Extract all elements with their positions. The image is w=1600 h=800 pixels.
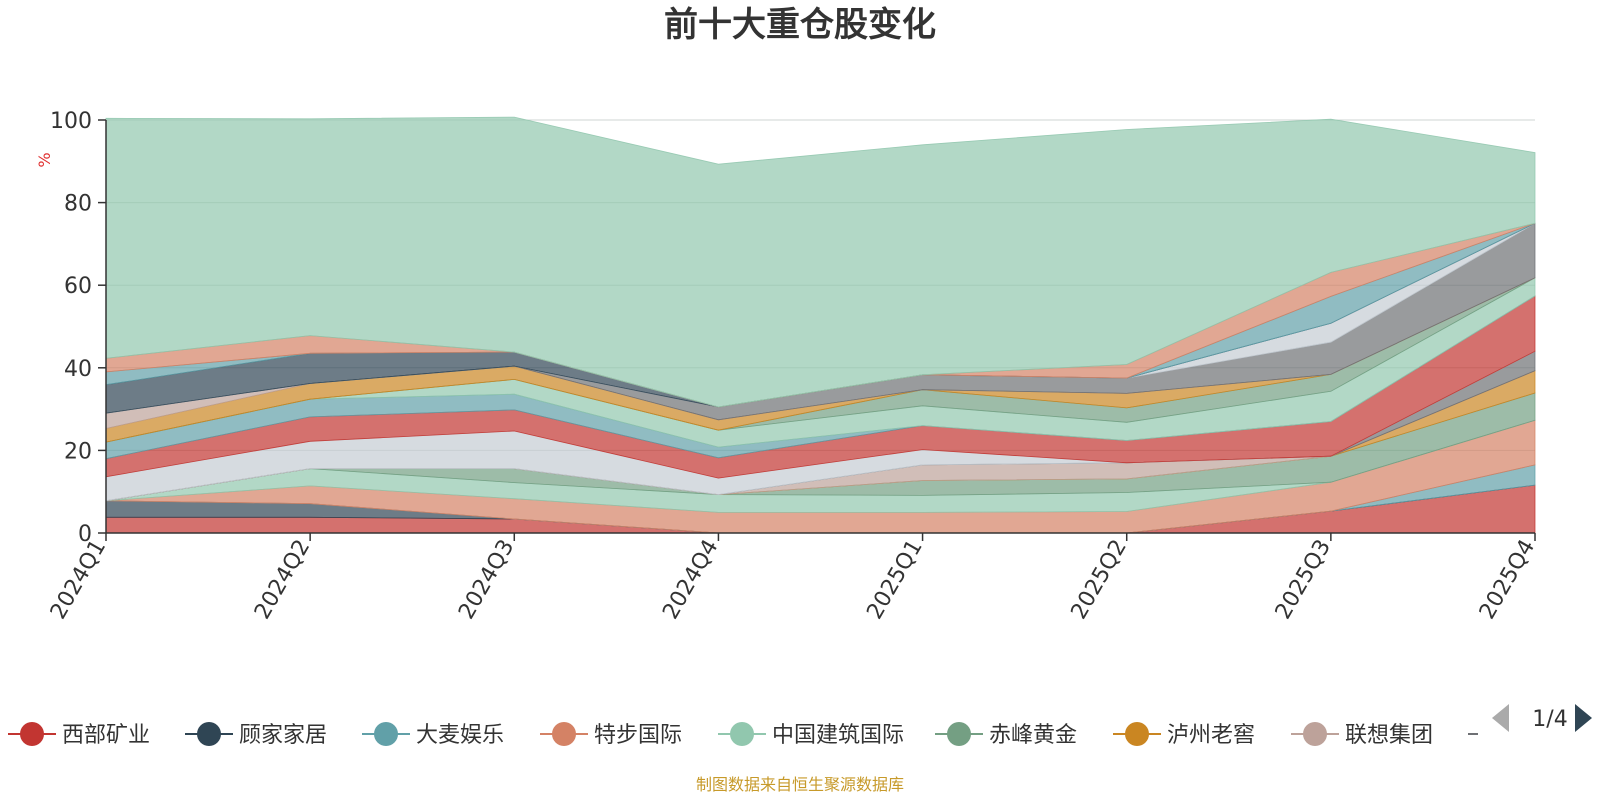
y-tick-label: 80 bbox=[64, 192, 92, 217]
x-tick-label: 2024Q4 bbox=[658, 536, 723, 624]
legend-next-page-icon[interactable] bbox=[1575, 704, 1592, 732]
x-tick-label: 2025Q4 bbox=[1475, 536, 1540, 624]
legend-item-泸州老窖[interactable]: 泸州老窖 bbox=[1113, 722, 1255, 748]
legend-circle-marker bbox=[1125, 722, 1149, 746]
x-tick-label: 2025Q3 bbox=[1271, 536, 1336, 624]
y-tick-label: 60 bbox=[64, 274, 92, 299]
legend-item-中国建筑国际[interactable]: 中国建筑国际 bbox=[718, 722, 904, 748]
y-tick-label: 100 bbox=[50, 109, 92, 134]
area-series-其他[interactable] bbox=[105, 116, 1536, 408]
legend-item-特步国际[interactable]: 特步国际 bbox=[540, 722, 682, 748]
legend-circle-marker bbox=[374, 722, 398, 746]
legend-label: 特步国际 bbox=[594, 723, 682, 748]
data-source-note: 制图数据来自恒生聚源数据库 bbox=[696, 775, 904, 794]
legend-page-indicator: 1/4 bbox=[1532, 707, 1567, 732]
legend-label: 中国建筑国际 bbox=[772, 723, 904, 748]
legend-label: 赤峰黄金 bbox=[989, 723, 1077, 748]
legend-label: 顾家家居 bbox=[239, 723, 327, 748]
y-tick-label: 40 bbox=[64, 357, 92, 382]
area-series-group bbox=[105, 116, 1536, 534]
legend-circle-marker bbox=[552, 722, 576, 746]
y-tick-label: 0 bbox=[78, 522, 92, 547]
legend-pager: 1/4 bbox=[1492, 704, 1592, 732]
x-tick-label: 2025Q1 bbox=[862, 536, 927, 624]
legend-prev-page-icon[interactable] bbox=[1492, 704, 1509, 732]
x-tick-label: 2025Q2 bbox=[1067, 536, 1132, 624]
x-tick-label: 2024Q2 bbox=[250, 536, 315, 624]
x-tick-label: 2024Q1 bbox=[46, 536, 111, 624]
legend-label: 泸州老窖 bbox=[1167, 723, 1255, 748]
legend-circle-marker bbox=[1303, 722, 1327, 746]
legend-label: 联想集团 bbox=[1345, 723, 1433, 748]
legend-item-大麦娱乐[interactable]: 大麦娱乐 bbox=[362, 722, 504, 748]
y-tick-label: 20 bbox=[64, 439, 92, 464]
y-axis-unit-label: % bbox=[35, 152, 54, 167]
legend-circle-marker bbox=[197, 722, 221, 746]
legend-circle-marker bbox=[20, 722, 44, 746]
legend-circle-marker bbox=[730, 722, 754, 746]
legend-circle-marker bbox=[947, 722, 971, 746]
legend-item-西部矿业[interactable]: 西部矿业 bbox=[8, 722, 150, 748]
x-tick-label: 2024Q3 bbox=[454, 536, 519, 624]
legend-item-联想集团[interactable]: 联想集团 bbox=[1291, 722, 1433, 748]
chart-title: 前十大重仓股变化 bbox=[664, 5, 936, 45]
legend: 西部矿业 顾家家居 大麦娱乐 特步国际 中国建筑国际 赤峰黄金 泸州老窖 联想集团 bbox=[8, 722, 1478, 748]
legend-label: 大麦娱乐 bbox=[416, 723, 504, 748]
legend-label: 西部矿业 bbox=[62, 723, 150, 748]
legend-item-赤峰黄金[interactable]: 赤峰黄金 bbox=[935, 722, 1077, 748]
legend-item-顾家家居[interactable]: 顾家家居 bbox=[185, 722, 327, 748]
